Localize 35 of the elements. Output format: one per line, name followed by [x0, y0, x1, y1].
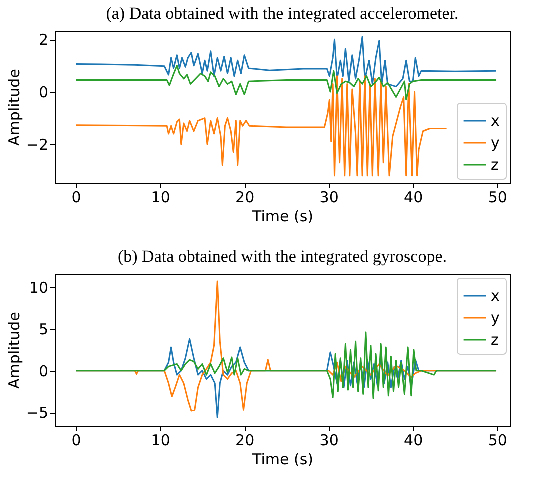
- y-tick-label: 5: [38, 320, 48, 339]
- y-tick-label: −5: [26, 404, 48, 422]
- line-series: [75, 36, 498, 88]
- x-tick-label: 30: [320, 432, 339, 450]
- line-series: [75, 332, 498, 400]
- x-tick-label: 50: [488, 188, 508, 206]
- legend-label: x: [491, 287, 500, 305]
- y-tick-label: −2: [26, 136, 48, 154]
- y-tick-label: 2: [38, 31, 48, 50]
- legend-label: y: [491, 309, 500, 327]
- x-tick-label: 10: [151, 188, 170, 206]
- y-tick-label: 10: [29, 278, 48, 297]
- x-tick-label: 20: [236, 188, 255, 206]
- y-axis-title: Amplitude: [5, 69, 24, 146]
- y-axis-title: Amplitude: [5, 312, 24, 389]
- x-tick-label: 20: [236, 432, 255, 450]
- legend-label: z: [491, 156, 499, 174]
- line-series: [75, 65, 498, 101]
- x-tick-label: 50: [488, 432, 508, 450]
- legend-label: z: [491, 331, 499, 349]
- x-tick-label: 40: [404, 432, 424, 450]
- line-series: [75, 76, 448, 177]
- x-tick-label: 30: [320, 188, 339, 206]
- x-tick-label: 0: [72, 188, 82, 206]
- x-tick-label: 0: [72, 432, 82, 450]
- legend-label: x: [491, 112, 500, 130]
- x-axis-title: Time (s): [252, 208, 314, 226]
- x-tick-label: 40: [404, 188, 424, 206]
- chart-title: (b) Data obtained with the integrated gyroscope.: [118, 247, 448, 266]
- chart-title: (a) Data obtained with the integrated accelerometer.: [106, 4, 459, 23]
- y-tick-label: 0: [38, 362, 48, 380]
- x-tick-label: 10: [151, 432, 170, 450]
- y-tick-label: 0: [38, 84, 48, 102]
- legend-label: y: [491, 134, 500, 152]
- x-axis-title: Time (s): [252, 450, 314, 468]
